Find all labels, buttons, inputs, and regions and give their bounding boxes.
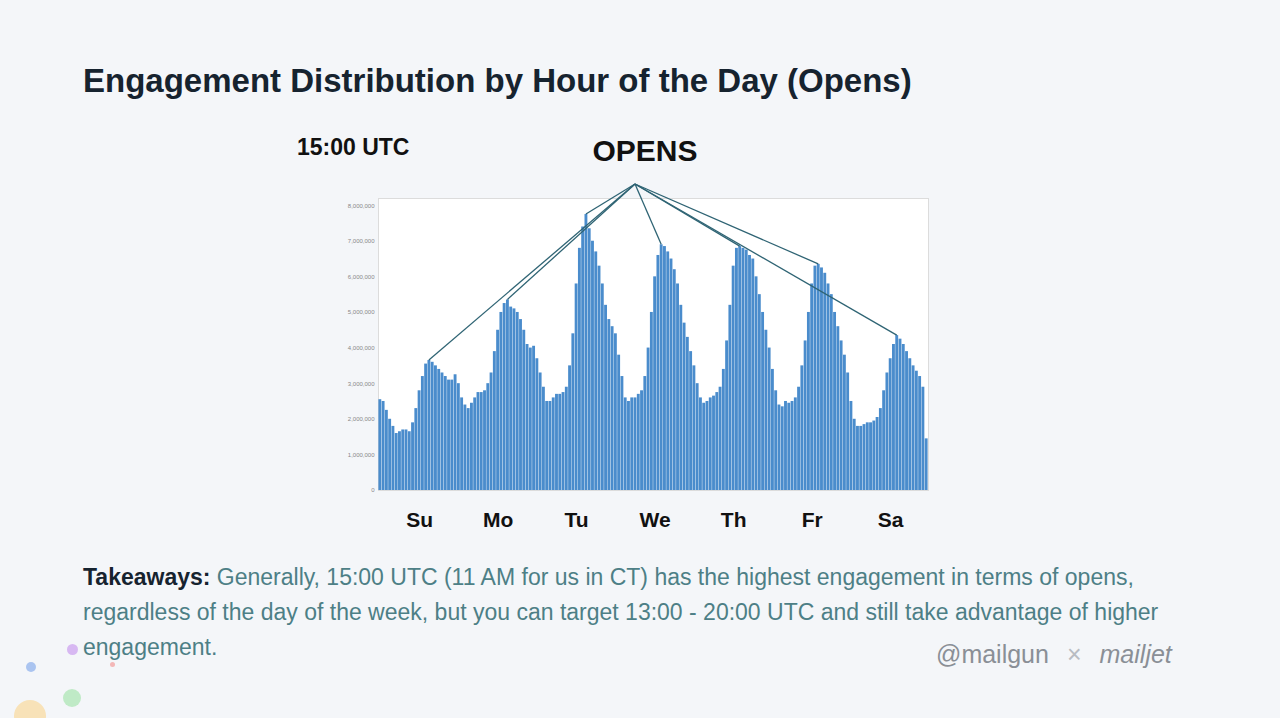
svg-text:4,000,000: 4,000,000 (348, 345, 375, 351)
svg-text:2,000,000: 2,000,000 (348, 416, 375, 422)
svg-text:5,000,000: 5,000,000 (348, 309, 375, 315)
html-text:15:00 UTC: 15:00 UTC (297, 134, 410, 160)
svg-text:Fr: Fr (802, 508, 823, 531)
svg-text:3,000,000: 3,000,000 (348, 381, 375, 387)
svg-text:6,000,000: 6,000,000 (348, 274, 375, 280)
svg-text:7,000,000: 7,000,000 (348, 238, 375, 244)
svg-text:Sa: Sa (878, 508, 904, 531)
svg-text:Su: Su (406, 508, 433, 531)
svg-text:Mo: Mo (483, 508, 513, 531)
html-text:Takeaways: Generally, 15:00 UT: Takeaways: Generally, 15:00 UTC (11 AM f… (83, 564, 1159, 660)
html-text:@mailgun: @mailgun (936, 640, 1049, 668)
html-text:Engagement Distribution by Hou: Engagement Distribution by Hour of the D… (83, 62, 912, 99)
svg-text:Tu: Tu (565, 508, 589, 531)
svg-text:0: 0 (371, 487, 375, 493)
svg-text:1,000,000: 1,000,000 (348, 452, 375, 458)
svg-text:We: We (640, 508, 671, 531)
svg-text:8,000,000: 8,000,000 (348, 203, 375, 209)
svg-text:Th: Th (721, 508, 747, 531)
html-text:mailjet: mailjet (1099, 640, 1172, 668)
html-text:OPENS: OPENS (592, 134, 698, 167)
